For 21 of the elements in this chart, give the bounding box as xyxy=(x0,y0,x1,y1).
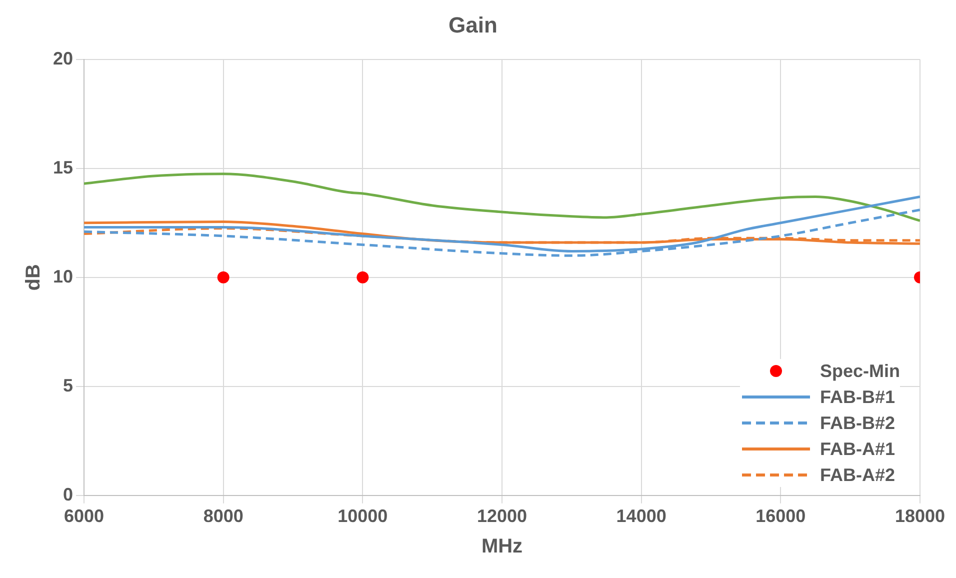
x-tick-label: 12000 xyxy=(476,506,528,526)
y-tick-label: 5 xyxy=(63,375,74,396)
y-axis-title: dB xyxy=(22,264,45,291)
y-tick-label: 0 xyxy=(63,484,74,504)
chart-title: Gain xyxy=(448,12,498,38)
x-tick-label: 10000 xyxy=(338,506,388,526)
line-series xyxy=(84,172,920,222)
legend-label: FAB-A#2 xyxy=(820,464,895,488)
x-axis-title: MHz xyxy=(481,536,523,558)
y-tick-label: 10 xyxy=(52,266,74,286)
x-tick-label: 8000 xyxy=(203,506,244,526)
legend-label: FAB-B#2 xyxy=(820,412,895,436)
x-tick-label: 18000 xyxy=(894,506,946,526)
y-tick-label: 20 xyxy=(52,48,74,68)
legend-label: Spec-Min xyxy=(820,360,900,384)
x-tick-label: 14000 xyxy=(616,506,666,526)
y-tick-label: 15 xyxy=(52,157,74,178)
legend-label: FAB-A#1 xyxy=(820,438,895,462)
legend-label: FAB-B#1 xyxy=(820,386,895,410)
x-tick-label: 16000 xyxy=(756,506,806,526)
x-tick-label: 6000 xyxy=(64,506,104,526)
